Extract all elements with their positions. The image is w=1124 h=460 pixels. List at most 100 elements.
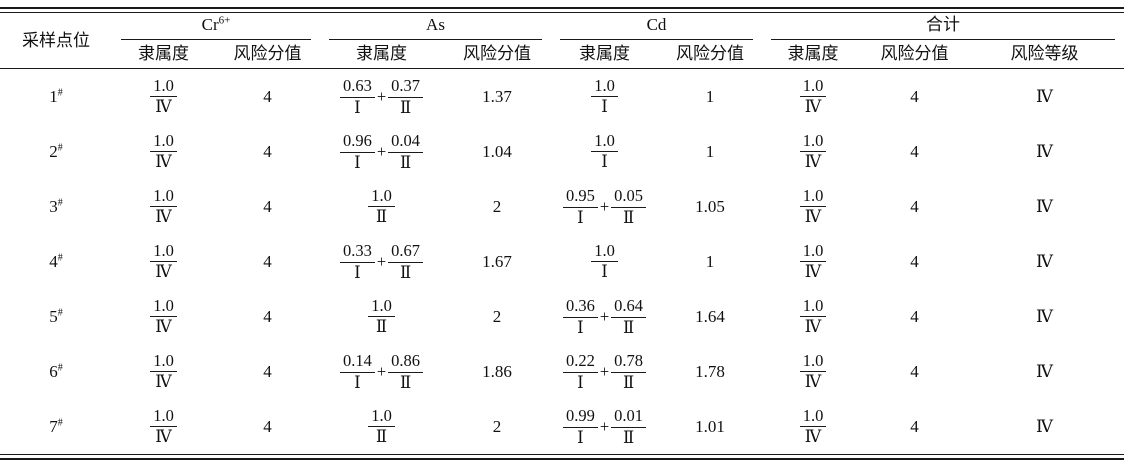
membership-fraction: 1.0 Ⅳ bbox=[150, 131, 177, 172]
cd-risk-score-cell: 1.64 bbox=[695, 306, 725, 326]
total-membership-cell: 1.0 Ⅳ bbox=[762, 289, 864, 344]
membership-fraction: 1.0 Ⅳ bbox=[799, 76, 827, 117]
total-risk-grade-cell: Ⅳ bbox=[1036, 306, 1053, 326]
cr-membership-cell: 1.0 Ⅳ bbox=[112, 234, 215, 289]
as-membership-cell: 1.0 Ⅱ bbox=[320, 399, 443, 454]
table-bottom-rule bbox=[0, 454, 1124, 460]
membership-fraction: 1.0 Ⅳ bbox=[799, 186, 827, 227]
total-membership-cell: 1.0 Ⅳ bbox=[762, 179, 864, 234]
as-risk-score-cell: 1.37 bbox=[482, 86, 512, 106]
group-label-as: As bbox=[329, 13, 542, 41]
header-total-risk-grade: 风险等级 bbox=[965, 40, 1124, 70]
membership-fraction: 1.0 Ⅳ bbox=[799, 351, 827, 392]
total-risk-score-cell: 4 bbox=[910, 361, 919, 381]
total-risk-grade-cell: Ⅳ bbox=[1036, 196, 1053, 216]
membership-fraction: 0.01 Ⅱ bbox=[611, 406, 647, 447]
membership-fraction: 1.0 Ⅳ bbox=[799, 296, 827, 337]
total-risk-grade-cell: Ⅳ bbox=[1036, 141, 1053, 161]
sample-point-cell: 3# bbox=[49, 196, 63, 216]
total-risk-score-cell: 4 bbox=[910, 416, 919, 436]
cd-membership-cell: 0.99 Ⅰ + 0.01 Ⅱ bbox=[551, 399, 658, 454]
membership-fraction-sum: 0.95 Ⅰ + 0.05 Ⅱ bbox=[562, 186, 647, 227]
total-risk-score-cell: 4 bbox=[910, 196, 919, 216]
membership-fraction: 0.86 Ⅱ bbox=[388, 351, 424, 392]
cd-risk-score-cell: 1 bbox=[705, 141, 715, 161]
cr-membership-cell: 1.0 Ⅳ bbox=[112, 399, 215, 454]
table-row: 2# 1.0 Ⅳ 4 0.96 Ⅰ + 0.04 Ⅱ 1.04 1.0 Ⅰ 1 bbox=[0, 124, 1124, 179]
cr-risk-score-cell: 4 bbox=[263, 361, 272, 381]
membership-fraction: 0.37 Ⅱ bbox=[388, 76, 424, 117]
membership-fraction-sum: 0.99 Ⅰ + 0.01 Ⅱ bbox=[562, 406, 647, 447]
header-group-cr6: Cr6+ bbox=[112, 13, 320, 41]
total-risk-score-cell: 4 bbox=[910, 141, 919, 161]
membership-fraction: 0.36 Ⅰ bbox=[562, 296, 598, 337]
membership-fraction: 0.64 Ⅱ bbox=[611, 296, 647, 337]
cr-risk-score-cell: 4 bbox=[263, 141, 272, 161]
sample-point-cell: 1# bbox=[49, 86, 63, 106]
as-risk-score-cell: 2 bbox=[492, 196, 502, 216]
as-membership-cell: 0.63 Ⅰ + 0.37 Ⅱ bbox=[320, 69, 443, 125]
membership-fraction: 0.96 Ⅰ bbox=[339, 131, 375, 172]
plus-sign: + bbox=[599, 307, 610, 327]
membership-fraction: 0.63 Ⅰ bbox=[339, 76, 375, 117]
sample-point-cell: 6# bbox=[49, 361, 63, 381]
header-group-cd: Cd bbox=[551, 13, 762, 41]
membership-fraction: 1.0 Ⅳ bbox=[150, 296, 177, 337]
cd-risk-score-cell: 1.78 bbox=[695, 361, 725, 381]
total-risk-score-cell: 4 bbox=[910, 306, 919, 326]
membership-fraction: 1.0 Ⅱ bbox=[368, 186, 395, 227]
header-group-total: 合计 bbox=[762, 13, 1124, 41]
cr-membership-cell: 1.0 Ⅳ bbox=[112, 344, 215, 399]
header-cr-risk-score: 风险分值 bbox=[215, 40, 320, 70]
membership-fraction: 1.0 Ⅳ bbox=[799, 241, 827, 282]
cd-risk-score-cell: 1.05 bbox=[695, 196, 725, 216]
membership-fraction: 0.04 Ⅱ bbox=[388, 131, 424, 172]
membership-fraction-sum: 0.96 Ⅰ + 0.04 Ⅱ bbox=[339, 131, 424, 172]
membership-fraction: 1.0 Ⅳ bbox=[799, 406, 827, 447]
as-risk-score-cell: 2 bbox=[492, 306, 502, 326]
table-row: 4# 1.0 Ⅳ 4 0.33 Ⅰ + 0.67 Ⅱ 1.67 1.0 Ⅰ 1 bbox=[0, 234, 1124, 289]
membership-fraction-sum: 0.33 Ⅰ + 0.67 Ⅱ bbox=[339, 241, 424, 282]
header-group-as: As bbox=[320, 13, 551, 41]
table-row: 1# 1.0 Ⅳ 4 0.63 Ⅰ + 0.37 Ⅱ 1.37 1.0 Ⅰ 1 bbox=[0, 69, 1124, 125]
total-risk-grade-cell: Ⅳ bbox=[1036, 251, 1053, 271]
membership-fraction: 1.0 Ⅳ bbox=[150, 186, 177, 227]
as-risk-score-cell: 1.04 bbox=[482, 141, 512, 161]
cd-risk-score-cell: 1 bbox=[705, 86, 715, 106]
membership-fraction: 0.78 Ⅱ bbox=[611, 351, 647, 392]
header-total-risk-score: 风险分值 bbox=[864, 40, 965, 70]
plus-sign: + bbox=[599, 197, 610, 217]
total-risk-grade-cell: Ⅳ bbox=[1036, 416, 1053, 436]
group-label-total: 合计 bbox=[771, 13, 1116, 41]
as-risk-score-cell: 2 bbox=[492, 416, 502, 436]
membership-fraction: 1.0 Ⅳ bbox=[799, 131, 827, 172]
header-as-membership: 隶属度 bbox=[320, 40, 443, 70]
membership-fraction: 1.0 Ⅳ bbox=[150, 406, 177, 447]
table-row: 6# 1.0 Ⅳ 4 0.14 Ⅰ + 0.86 Ⅱ 1.86 0.22 Ⅰ + bbox=[0, 344, 1124, 399]
cd-membership-cell: 1.0 Ⅰ bbox=[551, 124, 658, 179]
plus-sign: + bbox=[599, 417, 610, 437]
as-membership-cell: 0.33 Ⅰ + 0.67 Ⅱ bbox=[320, 234, 443, 289]
cr-risk-score-cell: 4 bbox=[263, 416, 272, 436]
header-cr-membership: 隶属度 bbox=[112, 40, 215, 70]
table-top-rule bbox=[0, 7, 1124, 13]
membership-fraction: 1.0 Ⅳ bbox=[150, 241, 177, 282]
header-as-risk-score: 风险分值 bbox=[443, 40, 551, 70]
cr-risk-score-cell: 4 bbox=[263, 306, 272, 326]
header-sampling-point: 采样点位 bbox=[0, 13, 112, 70]
membership-fraction: 0.33 Ⅰ bbox=[339, 241, 375, 282]
membership-fraction: 1.0 Ⅳ bbox=[150, 351, 177, 392]
cd-risk-score-cell: 1 bbox=[705, 251, 715, 271]
cr-membership-cell: 1.0 Ⅳ bbox=[112, 124, 215, 179]
as-risk-score-cell: 1.67 bbox=[482, 251, 512, 271]
membership-fraction: 0.95 Ⅰ bbox=[562, 186, 598, 227]
group-label-cd: Cd bbox=[560, 13, 753, 41]
as-membership-cell: 0.14 Ⅰ + 0.86 Ⅱ bbox=[320, 344, 443, 399]
membership-fraction: 1.0 Ⅳ bbox=[150, 76, 177, 117]
cr-risk-score-cell: 4 bbox=[263, 251, 272, 271]
table-row: 5# 1.0 Ⅳ 4 1.0 Ⅱ 2 0.36 Ⅰ + 0.64 Ⅱ 1.64 bbox=[0, 289, 1124, 344]
cr-risk-score-cell: 4 bbox=[263, 86, 272, 106]
total-membership-cell: 1.0 Ⅳ bbox=[762, 69, 864, 125]
membership-fraction: 1.0 Ⅱ bbox=[368, 296, 395, 337]
